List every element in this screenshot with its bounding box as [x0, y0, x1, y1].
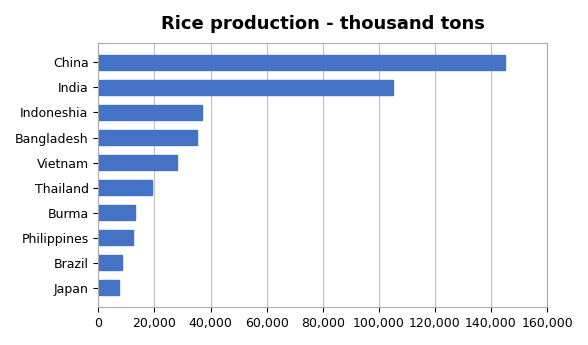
Bar [98, 55, 505, 70]
Title: Rice production - thousand tons: Rice production - thousand tons [161, 15, 485, 33]
Bar [98, 130, 196, 145]
Bar [98, 180, 152, 195]
Bar [98, 280, 119, 295]
Bar [98, 255, 122, 270]
Bar [98, 230, 133, 245]
Bar [98, 105, 202, 120]
Bar [98, 80, 393, 95]
Bar [98, 155, 177, 170]
Bar [98, 205, 135, 220]
